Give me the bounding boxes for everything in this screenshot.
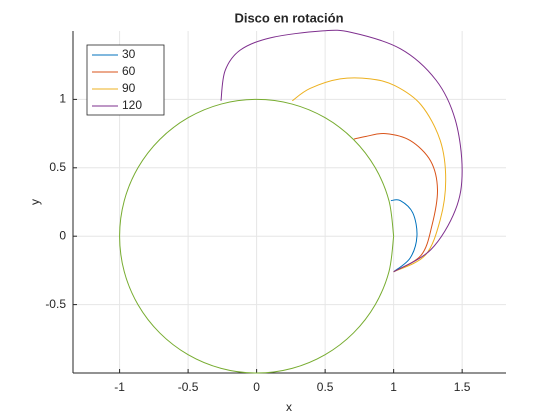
x-tick-label: 1 — [390, 380, 397, 394]
legend-label: 30 — [122, 47, 136, 61]
y-tick-label: 0.5 — [49, 160, 66, 174]
legend-box — [86, 44, 165, 116]
x-tick-label: 0 — [253, 380, 260, 394]
line — [291, 77, 447, 273]
line — [353, 132, 438, 273]
y-tick-label: 1 — [59, 92, 66, 106]
legend-label: 90 — [122, 81, 136, 95]
x-tick-label: 0.5 — [317, 380, 334, 394]
x-tick-label: -0.5 — [178, 380, 199, 394]
line — [390, 199, 418, 273]
line — [119, 98, 395, 374]
line — [220, 29, 463, 273]
x-tick-label: 1.5 — [454, 380, 471, 394]
legend-label: 60 — [122, 64, 136, 78]
y-tick-label: -0.5 — [45, 297, 66, 311]
y-axis-label: y — [28, 199, 42, 205]
x-tick-label: -1 — [114, 380, 125, 394]
legend-label: 120 — [122, 98, 142, 112]
chart-title: Disco en rotación — [234, 10, 343, 25]
y-tick-label: 0 — [59, 228, 66, 242]
x-axis-label: x — [286, 400, 292, 414]
